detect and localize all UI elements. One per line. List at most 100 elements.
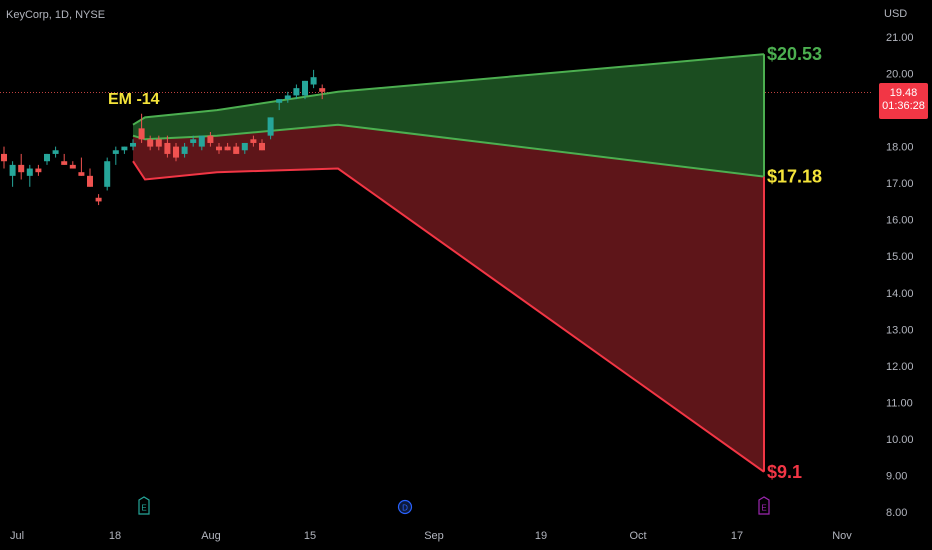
- candle: [319, 84, 326, 100]
- candle-body: [155, 139, 162, 147]
- candle: [35, 164, 42, 176]
- price-axis[interactable]: 8.00 9.00 10.00 11.00 12.00 13.00 14.00 15.00 16…: [886, 32, 914, 519]
- y-tick-label: 17.00: [886, 178, 914, 190]
- candle: [233, 142, 240, 154]
- candle-body: [87, 175, 93, 187]
- candle: [224, 142, 231, 151]
- candle-body: [130, 142, 136, 147]
- candle: [259, 139, 265, 151]
- lower-move-area: [133, 124, 764, 472]
- candle: [276, 99, 283, 111]
- candle: [198, 135, 205, 151]
- lower-band-line: [132, 160, 765, 473]
- candle: [207, 132, 214, 147]
- candle: [138, 113, 145, 143]
- candle: [112, 146, 119, 165]
- candle-body: [138, 128, 145, 140]
- candle-body: [26, 168, 33, 176]
- earnings-marker-shape: [758, 496, 770, 515]
- y-tick-label: 16.00: [886, 215, 914, 227]
- candle-body: [216, 146, 222, 151]
- candle-body: [190, 139, 197, 143]
- candle: [1, 146, 7, 169]
- candle: [310, 69, 317, 89]
- marker-letter: E: [141, 504, 146, 513]
- candle-body: [61, 161, 68, 165]
- bar-countdown: 01:36:28: [882, 100, 925, 112]
- candle: [190, 135, 197, 147]
- upper-band-line: [132, 53, 765, 126]
- candle: [87, 168, 93, 187]
- candle-body: [310, 77, 317, 85]
- candle-body: [233, 146, 240, 154]
- candle-body: [147, 139, 154, 147]
- candle: [9, 161, 16, 187]
- y-tick-label: 9.00: [886, 470, 907, 482]
- candle: [61, 153, 68, 165]
- y-tick-label: 21.00: [886, 32, 914, 44]
- last-price-tag: 19.48 01:36:28: [879, 83, 928, 119]
- candle: [121, 146, 128, 154]
- x-tick-label: Sep: [424, 530, 444, 542]
- y-tick-label: 12.00: [886, 361, 914, 373]
- candle-body: [44, 153, 50, 162]
- candle-body: [78, 172, 85, 176]
- y-tick-label: 8.00: [886, 507, 907, 519]
- marker-letter: E: [761, 504, 766, 513]
- candle-body: [302, 80, 308, 96]
- candle-body: [284, 95, 291, 100]
- earnings-marker: E: [138, 496, 150, 515]
- time-axis[interactable]: Jul 18 Aug 15 Sep 19 Oct 17 Nov: [10, 530, 852, 542]
- candle: [293, 84, 300, 100]
- candle: [104, 157, 111, 191]
- upper-move-area: [133, 54, 764, 177]
- candle-body: [319, 88, 326, 92]
- dividend-marker: D: [397, 499, 413, 515]
- candle-body: [9, 164, 16, 176]
- candle-body: [207, 135, 214, 143]
- candle: [130, 139, 136, 151]
- x-tick-label: Aug: [201, 530, 221, 542]
- y-tick-label: 18.00: [886, 142, 914, 154]
- y-tick-label: 13.00: [886, 324, 914, 336]
- candle-body: [164, 142, 171, 154]
- candle-body: [35, 168, 42, 173]
- candle: [155, 135, 162, 151]
- candle: [181, 142, 188, 158]
- candle: [78, 157, 85, 176]
- expected-move-bands: [132, 53, 765, 473]
- candle-body: [1, 153, 7, 162]
- candle: [164, 135, 171, 158]
- candle-body: [121, 146, 128, 151]
- symbol-header[interactable]: KeyCorp, 1D, NYSE: [6, 9, 106, 21]
- candle: [44, 153, 50, 165]
- candle: [302, 80, 308, 100]
- candle-body: [112, 150, 119, 154]
- candle-body: [18, 164, 25, 173]
- last-price-value: 19.48: [889, 87, 918, 99]
- candle-body: [95, 197, 102, 202]
- candle-body: [181, 146, 188, 154]
- candle-body: [293, 88, 300, 96]
- currency-label: USD: [884, 8, 908, 20]
- candle-body: [276, 99, 283, 103]
- target-price-label: $17.18: [767, 167, 822, 187]
- y-tick-label: 20.00: [886, 69, 914, 81]
- candle: [241, 142, 248, 154]
- dividend-marker-shape: [397, 499, 413, 515]
- candle-body: [104, 161, 111, 187]
- x-tick-label: Oct: [629, 530, 646, 542]
- candle-body: [52, 150, 59, 154]
- candle: [216, 142, 222, 154]
- candle-body: [267, 117, 274, 136]
- candle-body: [259, 142, 265, 151]
- x-tick-label: 17: [731, 530, 743, 542]
- candle: [69, 161, 76, 169]
- candle: [26, 164, 33, 187]
- candle-body: [69, 164, 76, 169]
- earnings-marker-shape: [138, 496, 150, 515]
- x-tick-label: Nov: [832, 530, 852, 542]
- y-tick-label: 14.00: [886, 288, 914, 300]
